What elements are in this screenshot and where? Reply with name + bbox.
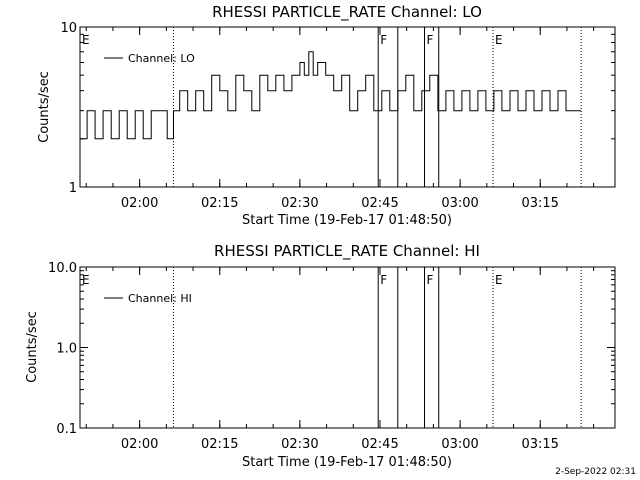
chart-title-hi: RHESSI PARTICLE_RATE Channel: HI bbox=[214, 242, 480, 261]
event-marker-label: E bbox=[82, 273, 90, 287]
chart-title-lo: RHESSI PARTICLE_RATE Channel: LO bbox=[212, 3, 482, 22]
x-tick-label: 02:45 bbox=[361, 437, 398, 452]
x-axis-label-hi: Start Time (19-Feb-17 01:48:50) bbox=[242, 455, 452, 470]
x-tick-label: 02:00 bbox=[121, 196, 158, 211]
x-tick-label: 02:15 bbox=[201, 196, 238, 211]
event-marker-label: F bbox=[380, 273, 387, 287]
x-axis-label-lo: Start Time (19-Feb-17 01:48:50) bbox=[242, 213, 452, 228]
event-marker-label: E bbox=[495, 33, 503, 47]
y-axis-ticks-hi: 0.1 1.0 10.0 bbox=[48, 261, 615, 437]
y-axis-label-lo: Counts/sec bbox=[37, 71, 52, 143]
plot-frame-lo bbox=[79, 26, 616, 188]
event-marker-label: F bbox=[427, 273, 434, 287]
y-axis-label-hi: Counts/sec bbox=[25, 311, 40, 383]
y-tick-label: 1 bbox=[69, 181, 77, 196]
y-tick-label: 10 bbox=[60, 21, 77, 36]
x-tick-label: 03:00 bbox=[441, 437, 478, 452]
x-tick-label: 02:30 bbox=[281, 196, 318, 211]
y-tick-label: 1.0 bbox=[56, 342, 77, 357]
x-tick-label: 03:00 bbox=[441, 196, 478, 211]
series-line bbox=[80, 51, 582, 140]
x-tick-label: 03:15 bbox=[521, 437, 558, 452]
y-tick-label: 0.1 bbox=[56, 422, 77, 437]
x-tick-label: 02:15 bbox=[201, 437, 238, 452]
event-marker-label: F bbox=[427, 33, 434, 47]
event-marker-label: F bbox=[380, 33, 387, 47]
legend-label-lo: Channel: LO bbox=[128, 52, 195, 65]
x-tick-label: 03:15 bbox=[521, 196, 558, 211]
x-tick-label: 02:30 bbox=[281, 437, 318, 452]
panel-lo: RHESSI PARTICLE_RATE Channel: LO E F F E 02… bbox=[37, 3, 616, 228]
x-axis-ticks-hi: 02:00 02:15 02:30 02:45 03:00 03:15 bbox=[85, 267, 595, 452]
x-axis-ticks-lo: 02:00 02:15 02:30 02:45 03:00 03:15 bbox=[85, 27, 595, 211]
y-axis-ticks-lo: 1 10 bbox=[60, 21, 615, 196]
event-marker-label: E bbox=[495, 273, 503, 287]
x-tick-label: 02:45 bbox=[361, 196, 398, 211]
legend-hi: Channel: HI bbox=[104, 292, 192, 305]
panel-hi: RHESSI PARTICLE_RATE Channel: HI E F F E 02… bbox=[25, 242, 616, 470]
event-marker-label: E bbox=[82, 33, 90, 47]
legend-lo: Channel: LO bbox=[104, 52, 195, 65]
y-tick-label: 10.0 bbox=[48, 261, 77, 276]
footer-timestamp: 2-Sep-2022 02:31 bbox=[555, 467, 636, 477]
legend-label-hi: Channel: HI bbox=[128, 292, 192, 305]
series-lo bbox=[80, 51, 582, 140]
x-tick-label: 02:00 bbox=[121, 437, 158, 452]
